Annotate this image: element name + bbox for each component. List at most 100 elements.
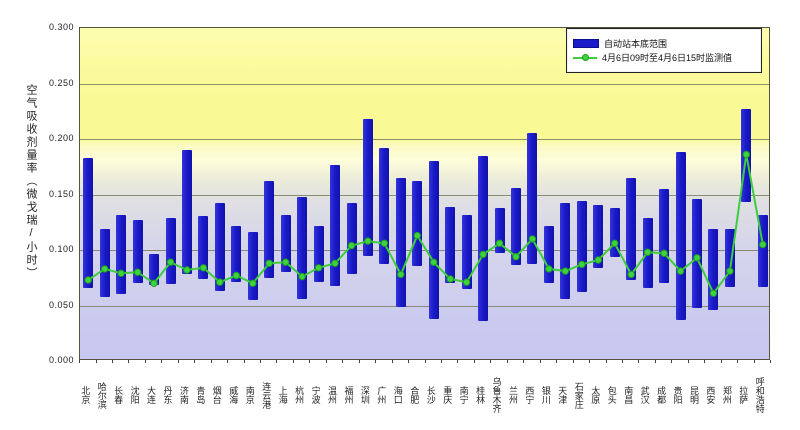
x-label-成都: 成都 [656, 386, 667, 404]
range-bar-成都 [659, 188, 670, 284]
range-bar-贵阳 [675, 152, 686, 320]
range-bar-北京 [83, 157, 94, 288]
monitor-point-乌鲁木齐 [495, 239, 504, 248]
monitor-point-长春 [117, 269, 125, 278]
x-label-南昌: 南昌 [623, 386, 634, 404]
y-axis-title: 空气吸收剂量率（微戈瑞/小时） [25, 84, 37, 280]
range-bar-重庆 [445, 206, 456, 284]
range-bar-青岛 [198, 215, 209, 279]
x-tick-mark [227, 360, 229, 363]
x-tick-mark [408, 360, 409, 363]
monitor-point-福州 [347, 241, 356, 250]
range-bar-银川 [543, 225, 554, 284]
monitor-point-丹东 [166, 258, 175, 266]
range-bar-济南 [181, 150, 192, 275]
monitor-point-郑州 [726, 267, 734, 275]
monitor-point-包头 [611, 239, 619, 248]
x-tick-mark [276, 360, 278, 363]
x-label-北京: 北京 [80, 386, 91, 404]
range-bar-大连 [149, 254, 159, 286]
x-tick-mark [457, 360, 459, 363]
range-bar-乌鲁木齐 [494, 207, 505, 254]
x-label-福州: 福州 [343, 386, 354, 404]
monitor-point-桂林 [479, 250, 487, 259]
monitor-point-重庆 [446, 275, 454, 283]
x-tick-mark [260, 360, 261, 363]
range-bar-呼和浩特 [757, 214, 768, 287]
y-tick-label-0.250: 0.250 [48, 77, 74, 88]
monitor-point-青岛 [199, 264, 208, 272]
legend-bar-label: 自动站本底范围 [604, 38, 668, 49]
x-tick-mark [441, 360, 442, 363]
x-label-兰州: 兰州 [508, 386, 518, 404]
x-label-武汉: 武汉 [639, 386, 650, 404]
x-label-呼和浩特: 呼和浩特 [754, 377, 765, 413]
x-tick-mark [473, 360, 475, 363]
gridline [80, 139, 769, 140]
x-label-包头: 包头 [606, 386, 617, 404]
monitor-point-合肥 [413, 231, 421, 240]
monitor-point-威海 [232, 271, 241, 280]
x-label-桂林: 桂林 [475, 386, 486, 404]
range-bar-包头 [609, 207, 620, 257]
x-label-乌鲁木齐: 乌鲁木齐 [491, 377, 502, 413]
legend-item-monitor-values: 4月6日09时至4月6日15时监测值 [573, 53, 755, 63]
y-tick-label-0.150: 0.150 [48, 188, 74, 199]
x-tick-mark [292, 360, 294, 363]
x-tick-mark [654, 360, 656, 363]
x-tick-mark [720, 360, 722, 363]
x-tick-mark [572, 360, 574, 363]
range-bar-沈阳 [132, 220, 143, 284]
range-bar-西安 [708, 228, 719, 310]
x-label-海口: 海口 [392, 386, 403, 404]
gridline [80, 194, 769, 196]
x-label-温州: 温州 [327, 386, 337, 404]
x-tick-mark [111, 360, 113, 363]
monitor-point-济南 [183, 266, 191, 274]
monitor-point-南宁 [462, 278, 471, 286]
monitor-point-石家庄 [578, 260, 586, 269]
x-tick-mark [687, 360, 689, 363]
monitor-point-长沙 [430, 258, 438, 266]
y-tick-label-0.300: 0.300 [48, 22, 74, 32]
range-bar-石家庄 [576, 201, 587, 293]
x-label-沈阳: 沈阳 [129, 386, 140, 404]
range-bar-郑州 [724, 228, 735, 287]
gridline [80, 83, 769, 85]
monitor-point-烟台 [216, 278, 224, 286]
x-label-哈尔滨: 哈尔滨 [96, 381, 107, 409]
x-label-威海: 威海 [228, 386, 239, 404]
range-bar-宁波 [313, 225, 324, 283]
gridline [80, 250, 769, 251]
range-bar-福州 [346, 203, 357, 275]
range-bar-南宁 [461, 214, 472, 289]
range-bar-天津 [560, 203, 571, 299]
x-label-贵阳: 贵阳 [672, 386, 683, 404]
x-label-长春: 长春 [113, 386, 124, 404]
x-tick-mark [638, 360, 640, 363]
monitor-line-plot [84, 150, 767, 297]
monitor-point-沈阳 [133, 268, 142, 276]
range-bar-杭州 [297, 196, 308, 299]
x-tick-mark [161, 360, 163, 363]
monitor-point-昆明 [693, 254, 701, 262]
monitor-point-呼和浩特 [759, 240, 767, 249]
range-bar-威海 [231, 225, 242, 283]
range-bar-上海 [280, 214, 291, 273]
monitor-point-西宁 [528, 235, 537, 243]
monitor-point-武汉 [643, 248, 652, 256]
x-label-合肥: 合肥 [409, 386, 420, 404]
monitor-point-上海 [282, 258, 290, 266]
x-label-丹东: 丹东 [162, 386, 173, 404]
range-bar-昆明 [692, 198, 702, 308]
x-label-拉萨: 拉萨 [738, 386, 749, 404]
monitor-point-宁波 [314, 264, 323, 272]
monitor-point-北京 [84, 276, 92, 284]
gridline [80, 305, 769, 307]
range-bar-合肥 [412, 181, 423, 266]
range-bar-长春 [116, 214, 127, 295]
x-label-杭州: 杭州 [294, 386, 305, 404]
monitor-point-太原 [594, 256, 602, 264]
range-bar-西宁 [527, 133, 538, 265]
x-tick-mark [770, 360, 771, 363]
